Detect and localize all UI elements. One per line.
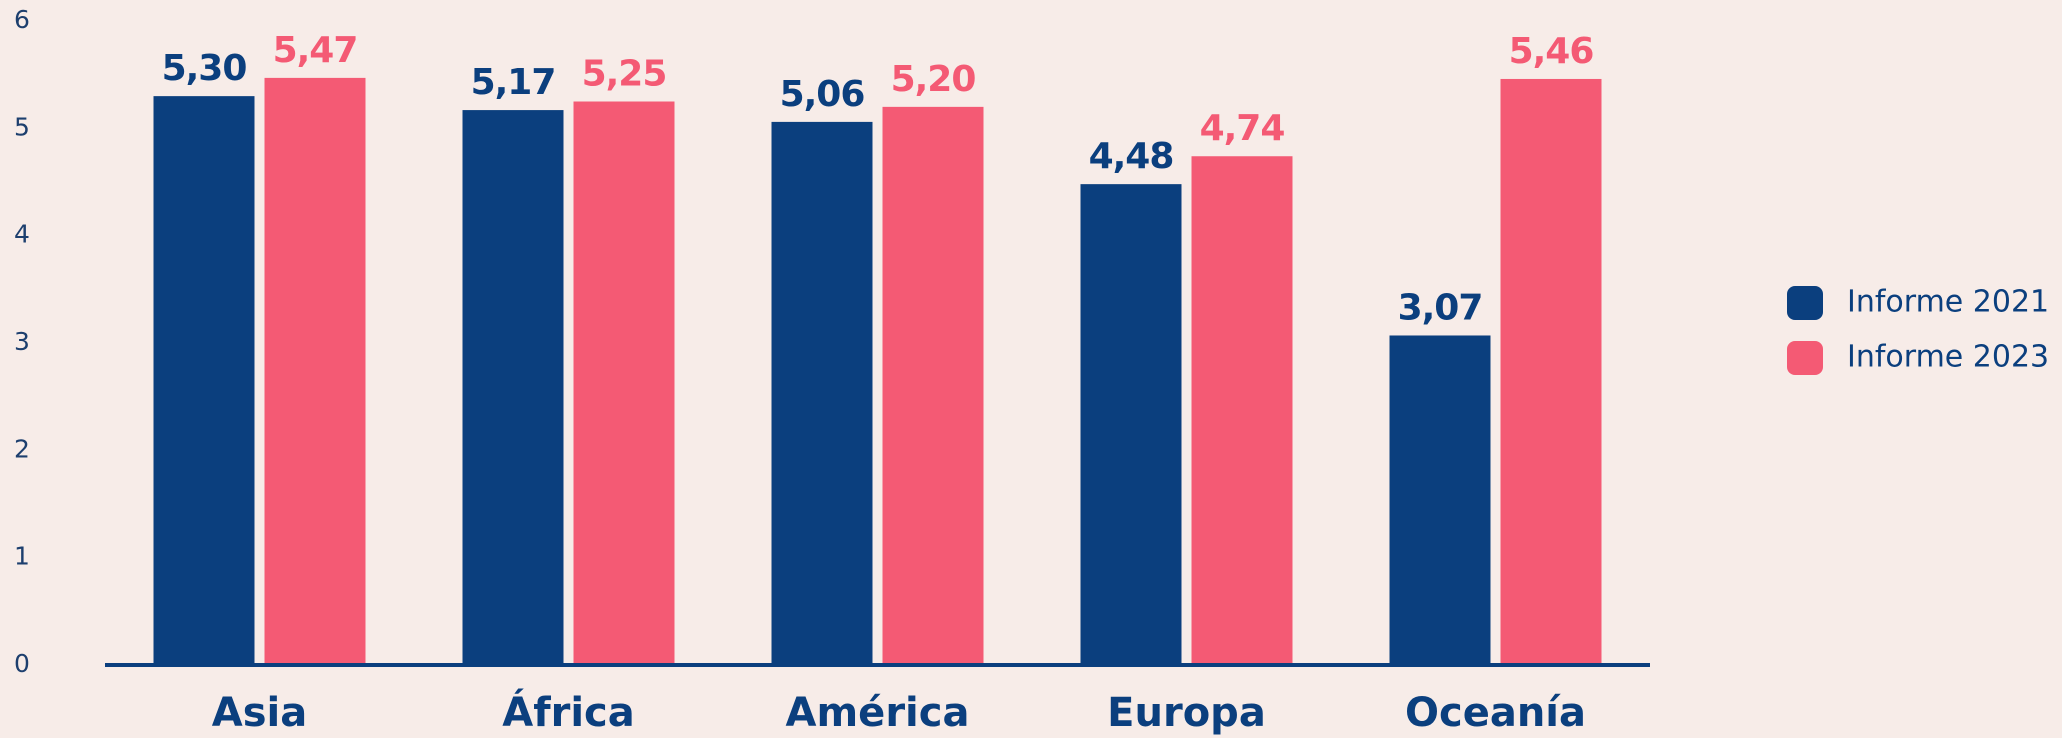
bar (462, 110, 564, 665)
y-tick-label: 0 (14, 649, 30, 678)
bar (882, 106, 984, 665)
value-label: 5,17 (471, 62, 556, 103)
x-tick-label: América (786, 690, 970, 736)
bar (1080, 184, 1182, 665)
legend-swatch (1787, 341, 1823, 375)
value-label: 4,74 (1200, 108, 1285, 149)
bar (771, 121, 873, 666)
y-tick-label: 6 (14, 5, 30, 34)
bar (1500, 78, 1602, 665)
x-tick-label: África (502, 688, 635, 736)
y-tick-label: 4 (14, 220, 30, 249)
value-label: 5,25 (582, 54, 667, 95)
bar (1191, 156, 1293, 666)
legend-label: Informe 2021 (1847, 285, 2049, 320)
value-label: 4,48 (1089, 136, 1174, 177)
x-tick-label: Asia (212, 690, 307, 736)
y-tick-label: 3 (14, 327, 30, 356)
value-label: 3,07 (1398, 287, 1483, 328)
y-tick-label: 1 (14, 542, 30, 571)
x-tick-label: Europa (1107, 690, 1266, 736)
x-tick-label: Oceanía (1405, 690, 1586, 736)
y-tick-label: 2 (14, 434, 30, 463)
bar (153, 96, 255, 666)
bar (264, 77, 366, 666)
value-label: 5,06 (780, 74, 865, 115)
legend-label: Informe 2023 (1847, 340, 2049, 375)
y-tick-label: 5 (14, 112, 30, 141)
value-label: 5,30 (162, 48, 247, 89)
legend-swatch (1787, 286, 1823, 320)
value-label: 5,46 (1509, 31, 1594, 72)
value-label: 5,20 (891, 59, 976, 100)
bar (573, 101, 675, 665)
value-label: 5,47 (273, 30, 358, 71)
bar (1389, 335, 1491, 665)
